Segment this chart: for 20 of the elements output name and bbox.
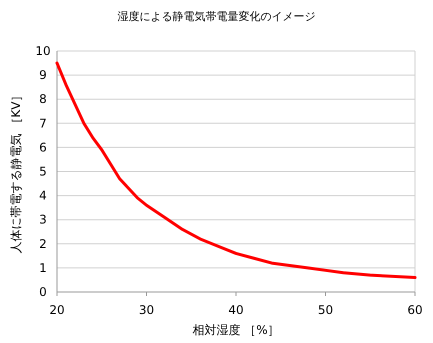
x-tick-label: 30: [138, 303, 154, 317]
y-tick-label: 1: [39, 260, 47, 275]
y-tick-label: 10: [35, 44, 51, 58]
x-tick-label: 40: [228, 303, 244, 317]
y-tick-label: 8: [39, 92, 47, 106]
y-tick-label: 7: [39, 116, 47, 130]
x-tick-label: 60: [407, 303, 423, 317]
line-series: [56, 62, 416, 280]
x-axis-title: 相対湿度 ［%］: [192, 323, 280, 337]
chart-title: 湿度による静電気帯電量変化のイメージ: [118, 10, 316, 23]
y-tick-label: 3: [39, 212, 47, 227]
y-tick-label: 6: [39, 140, 47, 154]
x-tick-label: 20: [49, 303, 65, 317]
y-tick-label: 0: [39, 285, 47, 299]
y-tick-label: 5: [39, 164, 47, 178]
y-tick-label: 9: [39, 68, 47, 82]
x-tick-label: 50: [318, 303, 334, 317]
y-axis-title: 人体に帯電する静電気 ［KV］: [9, 90, 23, 254]
y-tick-label: 4: [39, 188, 47, 203]
y-tick-label: 2: [39, 236, 47, 251]
